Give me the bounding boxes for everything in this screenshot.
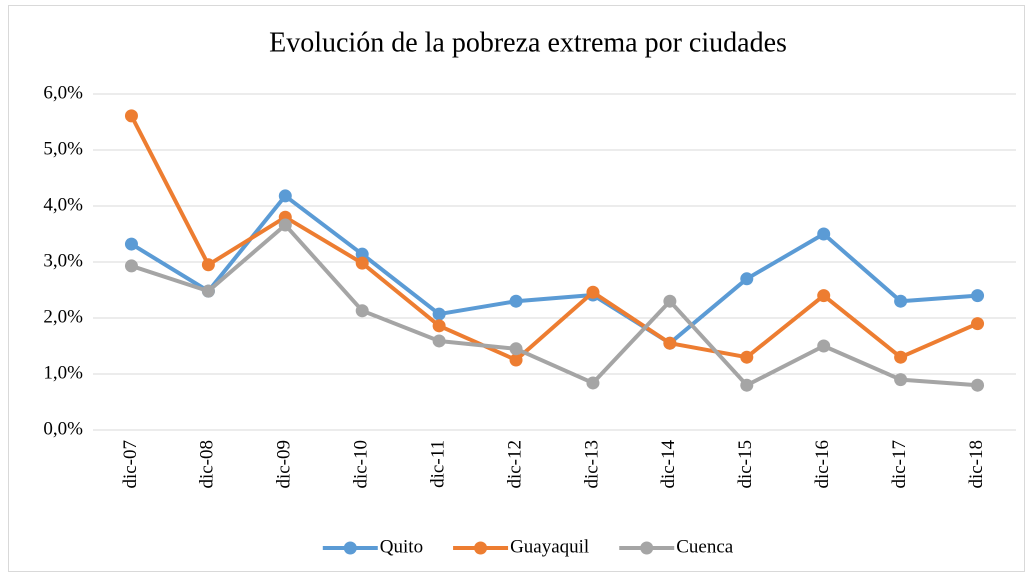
x-tick-label: dic-10: [351, 440, 372, 489]
data-point: [432, 319, 446, 333]
data-point: [278, 189, 292, 203]
data-point: [201, 258, 215, 272]
y-tick-label: 2,0%: [43, 306, 83, 327]
legend-label: Quito: [380, 536, 423, 557]
data-point: [355, 304, 369, 318]
series-line: [130, 223, 978, 388]
x-tick-label: dic-09: [274, 440, 295, 489]
data-point: [355, 247, 369, 261]
x-tick-label: dic-17: [889, 440, 910, 489]
y-tick-label: 5,0%: [43, 138, 83, 159]
x-tick-label: dic-13: [581, 440, 602, 489]
data-point: [971, 289, 985, 303]
x-tick-label: dic-07: [120, 440, 141, 489]
data-point: [355, 256, 369, 270]
x-tick-label: dic-12: [504, 440, 525, 489]
data-point: [586, 285, 600, 299]
y-tick-label: 1,0%: [43, 362, 83, 383]
chart-border: [8, 5, 1025, 572]
data-point: [740, 350, 754, 364]
legend-item: Guayaquil: [453, 536, 589, 557]
x-tick-label: dic-11: [427, 440, 448, 488]
y-tick-label: 6,0%: [43, 82, 83, 103]
data-point: [817, 227, 831, 241]
x-tick-label: dic-08: [197, 440, 218, 489]
data-point: [509, 294, 523, 308]
data-point: [432, 334, 446, 348]
chart-title: Evolución de la pobreza extrema por ciud…: [269, 27, 787, 58]
data-point: [509, 342, 523, 356]
data-point: [124, 109, 138, 123]
data-point: [817, 339, 831, 353]
legend-label: Cuenca: [676, 536, 734, 557]
legend-item: Quito: [322, 536, 423, 557]
data-point: [894, 294, 908, 308]
data-point: [971, 378, 985, 392]
legend-item: Cuenca: [619, 536, 734, 557]
data-point: [124, 237, 138, 251]
x-tick-label: dic-15: [735, 440, 756, 489]
y-tick-label: 0,0%: [43, 418, 83, 439]
data-point: [817, 289, 831, 303]
data-point: [432, 307, 446, 321]
data-point: [894, 350, 908, 364]
data-point: [663, 294, 677, 308]
data-point: [971, 317, 985, 331]
series-line: [130, 193, 978, 346]
x-tick-label: dic-14: [658, 440, 679, 489]
data-point: [201, 284, 215, 298]
data-point: [278, 218, 292, 232]
y-tick-label: 3,0%: [43, 250, 83, 271]
data-point: [586, 376, 600, 390]
data-point: [894, 373, 908, 387]
x-tick-label: dic-16: [812, 440, 833, 489]
legend-label: Guayaquil: [510, 536, 589, 557]
data-point: [124, 259, 138, 273]
legend-marker: [474, 541, 488, 555]
series-line: [129, 114, 979, 362]
data-point: [740, 378, 754, 392]
y-tick-label: 4,0%: [43, 194, 83, 215]
data-point: [509, 353, 523, 367]
x-tick-label: dic-18: [966, 440, 987, 489]
data-point: [663, 336, 677, 350]
legend-marker: [343, 541, 357, 555]
data-point: [740, 272, 754, 286]
legend-marker: [640, 541, 654, 555]
